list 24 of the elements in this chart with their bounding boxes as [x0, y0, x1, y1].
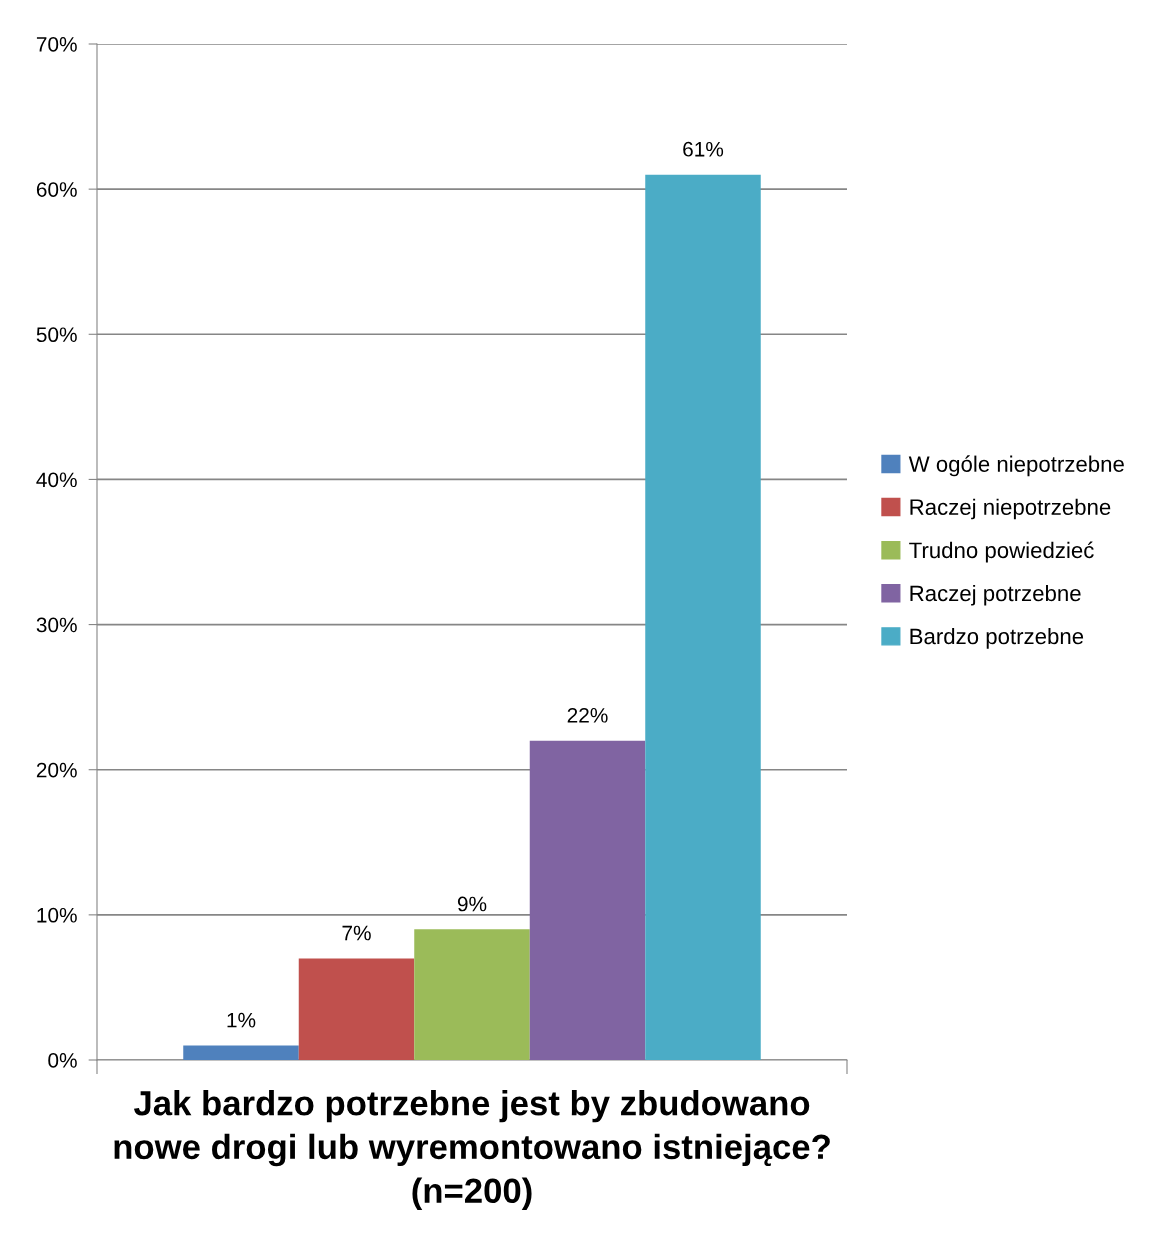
legend-label: Bardzo potrzebne	[910, 627, 1084, 649]
y-tick-label: 0%	[48, 1053, 77, 1068]
data-label: 7%	[342, 925, 371, 941]
data-label: 1%	[227, 1012, 256, 1028]
y-tick-label: 70%	[36, 37, 77, 52]
y-tick-label: 40%	[36, 472, 77, 488]
legend-label: Trudno powiedzieć	[909, 541, 1094, 563]
legend-label: W ogóle niepotrzebne	[908, 455, 1124, 477]
y-tick-label: 50%	[36, 327, 77, 343]
legend-label: Raczej potrzebne	[910, 584, 1081, 606]
y-tick-label: 20%	[36, 762, 77, 778]
y-tick-label: 60%	[36, 182, 77, 197]
data-label: 9%	[457, 896, 487, 912]
legend-label: Raczej niepotrzebne	[910, 498, 1111, 520]
x-axis-title: Jak bardzo potrzebne jest by zbudowano nowe drogi lub wyremontowano istniejące? (n=200)	[114, 1090, 830, 1210]
y-tick-label: 10%	[37, 907, 77, 923]
data-label: 22%	[567, 707, 608, 723]
bar	[414, 929, 530, 1060]
data-label: 61%	[683, 141, 724, 157]
y-tick-label: 30%	[36, 617, 77, 633]
bar	[529, 740, 646, 1060]
bar	[183, 1045, 299, 1060]
bar	[645, 174, 761, 1060]
bar	[298, 958, 415, 1060]
